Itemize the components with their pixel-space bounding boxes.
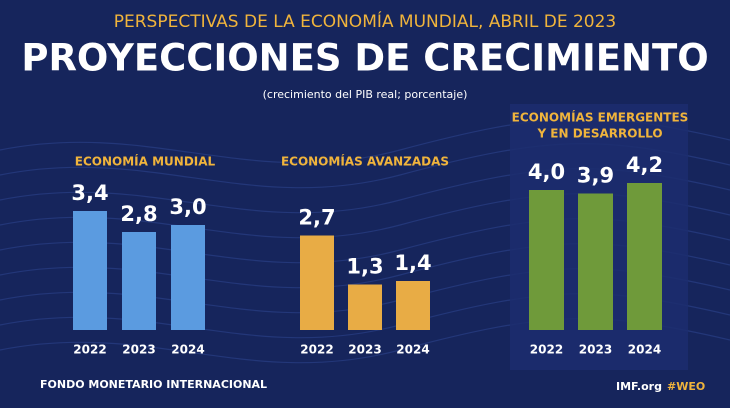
chart-title: Y EN DESARROLLO [536,127,662,141]
x-tick-label: 2022 [73,343,106,357]
x-tick-label: 2024 [628,343,661,357]
chart-title: ECONOMÍAS AVANZADAS [281,154,449,169]
subtitle: (crecimiento del PIB real; porcentaje) [263,88,468,101]
value-label: 4,2 [626,153,663,177]
bar [627,183,662,330]
footer-left: FONDO MONETARIO INTERNACIONAL [40,378,267,391]
bar [529,190,564,330]
title: PROYECCIONES DE CRECIMIENTO [21,37,708,80]
bar [122,232,156,330]
value-label: 3,0 [169,195,206,219]
supertitle: PERSPECTIVAS DE LA ECONOMÍA MUNDIAL, ABR… [114,10,617,32]
value-label: 3,9 [577,164,614,188]
x-tick-label: 2023 [348,343,381,357]
footer-tag: #WEO [667,380,705,393]
x-tick-label: 2024 [396,343,429,357]
bar [578,193,613,330]
chart-title: ECONOMÍAS EMERGENTES [512,110,689,125]
footer-site: IMF.org [616,380,662,393]
value-label: 4,0 [528,160,565,184]
bar [348,284,382,330]
x-tick-label: 2023 [579,343,612,357]
bar [300,235,334,330]
bar [396,281,430,330]
bar [73,211,107,330]
value-label: 2,8 [120,202,157,226]
x-tick-label: 2024 [171,343,204,357]
value-label: 3,4 [71,181,108,205]
x-tick-label: 2023 [122,343,155,357]
bar [171,225,205,330]
value-label: 1,3 [346,255,383,279]
chart-title: ECONOMÍA MUNDIAL [75,154,216,169]
x-tick-label: 2022 [300,343,333,357]
value-label: 2,7 [298,206,335,230]
value-label: 1,4 [394,251,431,275]
x-tick-label: 2022 [530,343,563,357]
